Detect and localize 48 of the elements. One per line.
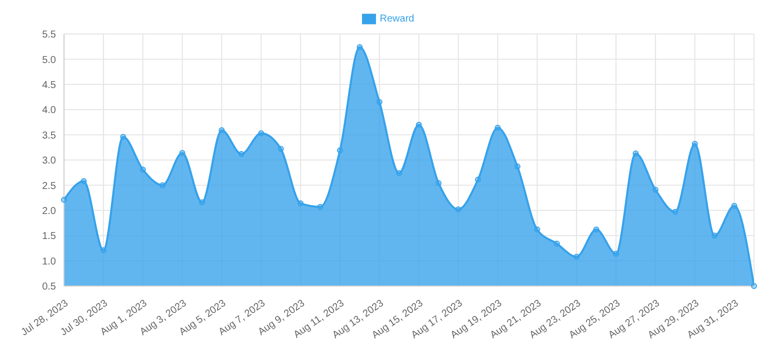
y-tick-label: 4.5 [42, 80, 56, 91]
point [712, 232, 718, 239]
point [179, 150, 186, 156]
point [100, 247, 106, 254]
point [731, 202, 738, 209]
y-tick-label: 3.0 [42, 156, 56, 167]
point [120, 134, 126, 140]
y-tick-label: 5.0 [42, 54, 56, 66]
point [80, 178, 87, 184]
point [396, 170, 402, 176]
point [632, 150, 639, 156]
point [298, 200, 304, 206]
point [160, 182, 166, 188]
point [140, 166, 146, 173]
point [613, 250, 619, 257]
point [652, 186, 658, 193]
point [455, 206, 462, 212]
point [672, 208, 678, 215]
y-tick-label: 1.5 [42, 231, 56, 242]
point [61, 196, 67, 203]
point [337, 147, 343, 154]
y-tick-label: 1.0 [42, 256, 56, 268]
point [376, 99, 382, 106]
y-tick-label: 2.0 [42, 206, 56, 217]
point [317, 204, 324, 210]
legend-label: Reward [380, 14, 414, 25]
point [751, 283, 757, 289]
y-tick-label: 5.5 [42, 30, 56, 41]
y-tick-label: 3.5 [42, 130, 56, 142]
y-tick-label: 2.5 [42, 180, 56, 192]
point [238, 150, 244, 157]
point [278, 146, 284, 152]
point [574, 254, 580, 260]
point [534, 226, 540, 233]
point [692, 140, 698, 147]
point [356, 44, 363, 50]
point [199, 199, 205, 206]
point [514, 164, 520, 170]
y-tick-label: 4.0 [42, 105, 56, 116]
point [218, 127, 225, 134]
point [416, 122, 422, 128]
point [475, 176, 481, 183]
y-tick-label: 0.5 [42, 282, 56, 293]
point [554, 240, 560, 247]
point [593, 226, 600, 233]
point [258, 130, 264, 136]
point [494, 124, 501, 131]
point [436, 180, 442, 186]
